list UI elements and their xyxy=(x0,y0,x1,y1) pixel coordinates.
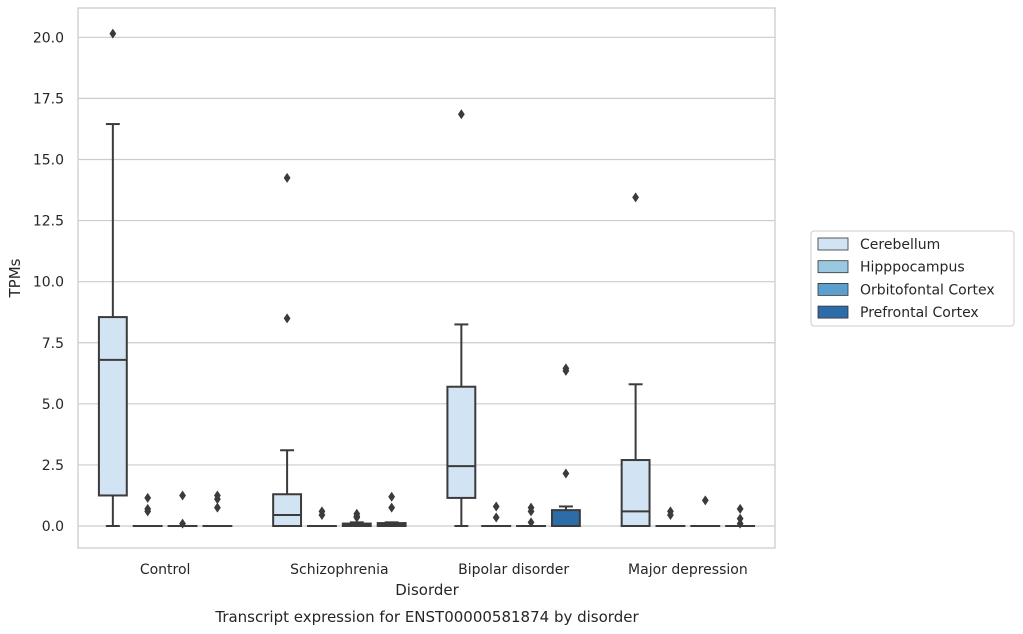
box-orbitofontal-cortex xyxy=(341,508,372,528)
y-tick-label: 0.0 xyxy=(42,519,64,535)
outlier-point xyxy=(283,172,291,183)
outlier-point xyxy=(492,501,500,512)
box-cerebellum xyxy=(446,109,477,528)
box-prefrontal-cortex xyxy=(202,490,233,528)
outlier-point xyxy=(283,313,291,324)
plot-frame xyxy=(77,7,776,549)
legend-swatch xyxy=(817,237,849,251)
outlier-point xyxy=(214,494,221,505)
box xyxy=(97,316,128,497)
x-tick-label: Bipolar disorder xyxy=(458,562,569,578)
box-hipppocampus xyxy=(481,501,512,528)
outlier-point xyxy=(457,109,465,120)
box xyxy=(446,385,477,499)
outlier-point xyxy=(667,510,674,521)
box-cerebellum xyxy=(620,192,651,528)
y-tick-labels: 0.0 2.5 5.0 7.5 10.0 12.5 15.0 17.5 20.0 xyxy=(33,30,64,535)
x-tick-label: Major depression xyxy=(628,562,748,578)
outlier-point xyxy=(527,517,535,528)
outlier-point xyxy=(492,512,500,523)
x-tick-labels: Control Schizophrenia Bipolar disorder Majo… xyxy=(140,562,748,578)
legend-frame xyxy=(810,230,1015,327)
y-tick-label: 5.0 xyxy=(42,397,64,413)
legend: Cerebellum Hipppocampus Orbitofontal Corte… xyxy=(810,230,1015,327)
legend-label: Cerebellum xyxy=(860,237,940,253)
box-hipppocampus xyxy=(307,506,337,528)
legend-label: Prefrontal Cortex xyxy=(860,305,979,321)
box-prefrontal-cortex xyxy=(725,503,756,529)
outlier-point xyxy=(144,506,152,517)
outlier-point xyxy=(562,468,570,479)
outlier-point xyxy=(527,506,535,517)
outlier-point xyxy=(701,495,709,506)
legend-swatch xyxy=(817,305,849,319)
box-cerebellum xyxy=(272,172,303,528)
box xyxy=(272,493,303,528)
box-hipppocampus xyxy=(132,492,163,528)
box-orbitofontal-cortex xyxy=(167,490,198,529)
y-axis-label: TPMs xyxy=(6,258,24,298)
y-tick-label: 7.5 xyxy=(42,336,64,352)
outlier-point xyxy=(388,491,396,502)
box-hipppocampus xyxy=(655,506,686,528)
y-tick-label: 15.0 xyxy=(33,152,64,168)
y-tick-label: 10.0 xyxy=(33,275,64,291)
box-cerebellum xyxy=(97,28,128,528)
legend-label: Orbitofontal Cortex xyxy=(860,282,995,298)
y-tick-label: 2.5 xyxy=(42,458,64,474)
outlier-point xyxy=(144,492,152,503)
box-prefrontal-cortex xyxy=(550,363,581,528)
box xyxy=(620,459,651,528)
x-tick-label: Schizophrenia xyxy=(290,562,388,578)
plot-marks xyxy=(97,28,756,529)
x-axis-label: Disorder xyxy=(395,581,459,599)
outlier-point xyxy=(388,502,396,513)
outlier-point xyxy=(109,28,117,39)
outlier-point xyxy=(214,502,221,513)
outlier-point xyxy=(318,510,326,521)
box xyxy=(550,509,581,528)
box-orbitofontal-cortex xyxy=(690,495,721,528)
outlier-point xyxy=(179,518,186,529)
y-tick-label: 12.5 xyxy=(33,214,64,230)
x-tick-label: Control xyxy=(140,562,191,578)
outlier-point xyxy=(632,192,639,203)
y-tick-label: 17.5 xyxy=(33,91,64,107)
legend-label: Hipppocampus xyxy=(860,260,965,276)
legend-swatch xyxy=(817,260,849,274)
y-tick-label: 20.0 xyxy=(33,30,64,46)
outlier-point xyxy=(562,365,570,376)
legend-swatch xyxy=(817,282,849,296)
outlier-point xyxy=(179,490,186,501)
chart-caption: Transcript expression for ENST0000058187… xyxy=(214,608,639,626)
box-prefrontal-cortex xyxy=(376,491,407,528)
outlier-point xyxy=(736,518,744,529)
box-orbitofontal-cortex xyxy=(516,502,546,528)
outlier-point xyxy=(736,503,744,514)
outlier-point xyxy=(353,512,361,523)
